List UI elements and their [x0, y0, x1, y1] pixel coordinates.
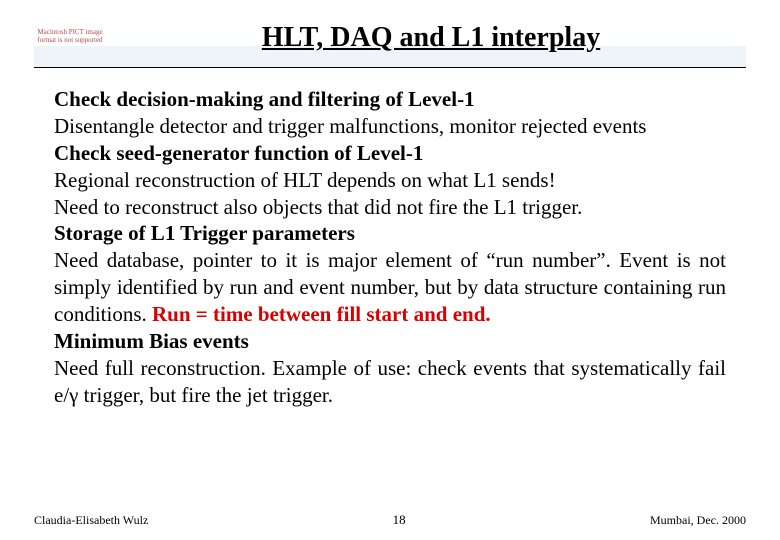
para-1: Disentangle detector and trigger malfunc…	[54, 114, 646, 138]
para-2: Regional reconstruction of HLT depends o…	[54, 168, 556, 192]
header: Macintosh PICT image format is not suppo…	[34, 18, 746, 68]
para-4b-highlight: Run = time between fill start and end.	[152, 302, 491, 326]
para-5: Need full reconstruction. Example of use…	[54, 356, 726, 407]
heading-3: Storage of L1 Trigger parameters	[54, 221, 355, 245]
heading-1: Check decision-making and filtering of L…	[54, 87, 475, 111]
footer-location-date: Mumbai, Dec. 2000	[650, 513, 746, 528]
heading-2: Check seed-generator function of Level-1	[54, 141, 423, 165]
placeholder-text: Macintosh PICT image format is not suppo…	[34, 29, 106, 44]
body-text: Check decision-making and filtering of L…	[54, 86, 726, 409]
page-title: HLT, DAQ and L1 interplay	[262, 22, 600, 56]
footer-page-number: 18	[393, 512, 406, 528]
footer: Claudia-Elisabeth Wulz 18 Mumbai, Dec. 2…	[34, 512, 746, 528]
heading-4: Minimum Bias events	[54, 329, 249, 353]
para-3: Need to reconstruct also objects that di…	[54, 195, 582, 219]
slide: Macintosh PICT image format is not suppo…	[0, 0, 780, 540]
footer-author: Claudia-Elisabeth Wulz	[34, 513, 148, 528]
missing-image-placeholder: Macintosh PICT image format is not suppo…	[34, 22, 106, 52]
header-content: Macintosh PICT image format is not suppo…	[34, 18, 746, 68]
title-wrap: HLT, DAQ and L1 interplay	[116, 18, 746, 54]
